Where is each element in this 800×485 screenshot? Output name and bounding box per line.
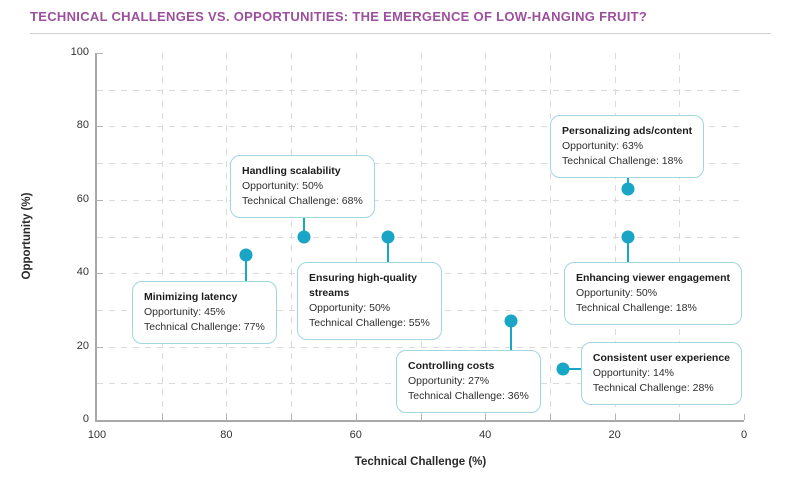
data-point-dot (621, 230, 635, 243)
data-callout: Personalizing ads/content Opportunity: 63… (550, 115, 705, 178)
x-tick-label: 0 (740, 429, 748, 441)
callout-connector (244, 254, 247, 296)
callout-value-line: Technical Challenge: 18% (562, 155, 683, 167)
data-callout: Consistent user experience Opportunity: 1… (580, 342, 742, 405)
horizontal-gridline (97, 126, 744, 128)
callout-title: Handling scalability (242, 165, 341, 177)
x-tick-mark (744, 414, 745, 420)
y-tick-label: 0 (82, 413, 89, 425)
x-tick-mark (291, 414, 293, 420)
x-tick-mark (614, 414, 616, 420)
data-callout: Ensuring high-quality streams Opportunity… (297, 262, 442, 340)
vertical-gridline (226, 53, 228, 420)
title-divider (30, 33, 771, 34)
x-tick-mark (549, 414, 551, 420)
data-point-dot (556, 362, 570, 376)
callout-value-line: Opportunity: 27% (408, 375, 490, 387)
callout-title: Enhancing viewer engagement (575, 272, 730, 284)
callout-value-line: Opportunity: 45% (144, 306, 226, 318)
data-callout: Minimizing latency Opportunity: 45% Techni… (132, 281, 277, 344)
y-tick-label: 100 (70, 46, 89, 58)
data-callout: Handling scalability Opportunity: 50% Tech… (230, 155, 375, 218)
data-callout: Controlling costs Opportunity: 27% Technic… (396, 350, 541, 413)
x-tick-mark (679, 414, 681, 420)
vertical-gridline (355, 53, 357, 420)
y-tick-label: 40 (76, 266, 89, 279)
callout-value-line: Opportunity: 63% (562, 140, 644, 152)
callout-value-line: Technical Challenge: 68% (242, 195, 363, 207)
x-tick-label: 20 (608, 429, 621, 441)
vertical-gridline (161, 53, 163, 420)
x-tick-mark (161, 414, 163, 420)
callout-value-line: Technical Challenge: 36% (408, 390, 529, 402)
chart-title: TECHNICAL CHALLENGES VS. OPPORTUNITIES: … (30, 9, 648, 24)
scatter-plot-area: Technical Challenge (%) 100 80 60 40 20 0 0 20 4… (71, 46, 747, 468)
callout-connector (510, 320, 513, 365)
callout-value-line: Opportunity: 50% (242, 180, 324, 192)
x-tick-label: 100 (87, 429, 107, 441)
data-point-dot (381, 230, 395, 243)
y-axis-title: Opportunity (%) (21, 192, 33, 280)
data-point-dot (297, 230, 311, 243)
callout-value-line: Technical Challenge: 77% (144, 321, 265, 333)
callout-title: Personalizing ads/content (562, 125, 693, 137)
data-point-dot (504, 314, 518, 328)
horizontal-gridline (97, 89, 744, 91)
x-tick-mark (226, 414, 228, 420)
y-tick-label: 80 (76, 119, 89, 132)
callout-connector (626, 236, 629, 277)
y-tick-mark (97, 126, 103, 128)
data-point-dot (621, 182, 635, 196)
x-tick-mark (485, 414, 487, 420)
callout-value-line: Technical Challenge: 55% (309, 317, 430, 329)
x-axis-title: Technical Challenge (%) (354, 456, 487, 468)
data-point-dot (239, 248, 253, 262)
vertical-gridline (420, 53, 422, 420)
y-tick-mark (97, 346, 103, 348)
callout-connector (303, 203, 306, 237)
x-tick-label: 40 (479, 429, 492, 441)
y-tick-mark (97, 273, 103, 275)
callout-title: Controlling costs (408, 360, 495, 372)
y-tick-mark (97, 199, 103, 201)
callout-connector (387, 236, 390, 277)
x-tick-label: 60 (349, 429, 362, 441)
callout-value-line: Technical Challenge: 18% (575, 302, 697, 314)
y-tick-label: 20 (76, 339, 89, 352)
callout-value-line: Technical Challenge: 28% (592, 382, 714, 394)
y-tick-label: 60 (76, 192, 89, 205)
callout-value-line: Opportunity: 50% (575, 287, 658, 299)
callout-value-line: Opportunity: 14% (592, 367, 674, 379)
horizontal-gridline (97, 163, 744, 165)
callout-value-line: Opportunity: 50% (309, 302, 391, 314)
x-tick-mark (355, 414, 357, 420)
vertical-gridline (291, 53, 293, 420)
y-tick-mark (97, 53, 103, 54)
data-callout: Enhancing viewer engagement Opportunity: … (563, 262, 742, 325)
callout-title: Minimizing latency (144, 291, 238, 303)
x-tick-label: 80 (220, 429, 233, 441)
callout-title: Consistent user experience (592, 352, 730, 364)
x-tick-mark (420, 414, 422, 420)
callout-title: Ensuring high-quality streams (309, 272, 417, 299)
horizontal-gridline (97, 199, 744, 201)
